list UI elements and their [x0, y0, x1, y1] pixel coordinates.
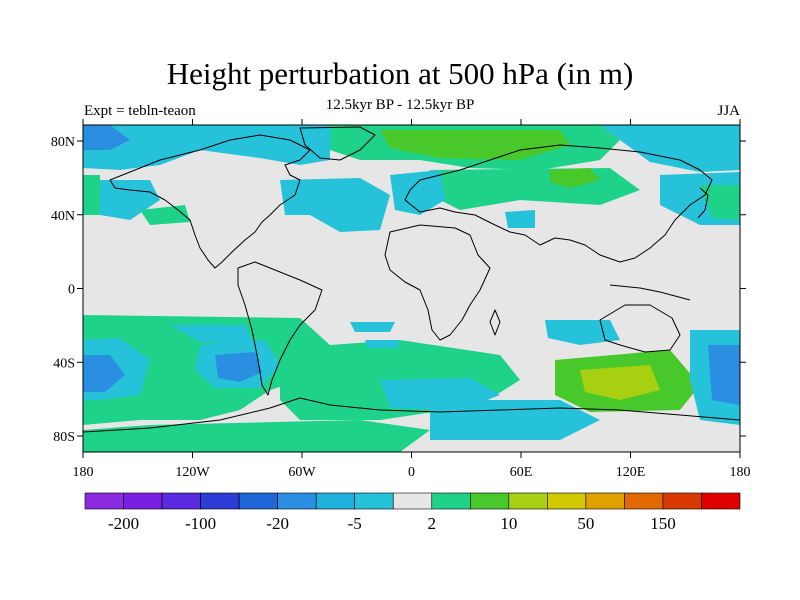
plot-title: Height perturbation at 500 hPa (in m): [166, 56, 634, 91]
contour-region: [350, 322, 395, 332]
colorbar-swatch: [200, 492, 240, 510]
colorbar-swatch: [123, 492, 163, 510]
lat-tick-label: 40S: [53, 356, 75, 371]
contour-region: [380, 130, 570, 160]
lon-tick-label: 180: [730, 465, 751, 480]
lon-tick-label: 120W: [175, 465, 210, 480]
colorbar-swatch: [277, 492, 317, 510]
colorbar-swatch: [585, 492, 625, 510]
colorbar-label: -5: [348, 514, 362, 533]
lon-tick-label: 180: [73, 465, 94, 480]
colorbar-label: 150: [650, 514, 676, 533]
lon-tick-label: 60E: [510, 465, 533, 480]
colorbar-swatch: [431, 492, 471, 510]
season-label: JJA: [717, 103, 740, 119]
colorbar-swatch: [624, 492, 664, 510]
colorbar-label: -100: [185, 514, 216, 533]
contour-region: [700, 185, 740, 220]
colorbar-swatch: [238, 492, 278, 510]
contour-region: [505, 210, 535, 228]
colorbar: -200 -100 -20 -5 2 10 50 150: [84, 492, 741, 533]
contour-region: [600, 125, 740, 172]
lat-tick-label: 80S: [53, 430, 75, 445]
map-panel: [83, 125, 740, 452]
plot-subtitle: 12.5kyr BP - 12.5kyr BP: [325, 97, 475, 113]
colorbar-label: 10: [500, 514, 517, 533]
colorbar-swatch: [662, 492, 702, 510]
contour-region: [430, 400, 600, 440]
coastline-japan: [697, 187, 709, 219]
lat-tick-label: 40N: [51, 209, 75, 224]
colorbar-swatch: [547, 492, 587, 510]
colorbar-swatch: [701, 492, 741, 510]
contour-region: [83, 355, 125, 392]
coastline-africa: [384, 224, 491, 341]
contour-region: [215, 352, 262, 382]
coastline-indonesia: [609, 284, 691, 301]
colorbar-swatch: [469, 492, 510, 510]
colorbar-swatch: [315, 492, 356, 510]
colorbar-swatch: [161, 492, 201, 510]
contour-region: [170, 325, 255, 345]
contour-region: [390, 170, 445, 215]
contour-region: [550, 168, 600, 188]
coastline-south-america: [237, 261, 323, 396]
coastline-europe-asia: [404, 144, 713, 263]
experiment-label: Expt = tebln-teaon: [84, 103, 196, 119]
lon-tick-label: 120E: [616, 465, 646, 480]
colorbar-swatch: [392, 492, 433, 510]
lon-tick-label: 60W: [288, 465, 316, 480]
latitude-ticks: 80N 40N 0 40S 80S: [51, 135, 746, 445]
coastline-madagascar: [489, 309, 501, 336]
lat-tick-label: 80N: [51, 135, 75, 150]
colorbar-swatch: [84, 492, 124, 510]
coastline-north-america: [109, 134, 311, 269]
lat-tick-label: 0: [68, 283, 75, 298]
coastline-australia: [599, 304, 681, 353]
contour-region: [365, 340, 400, 348]
colorbar-swatch: [508, 492, 548, 510]
colorbar-label: -20: [266, 514, 289, 533]
longitude-ticks: 180 120W 60W 0 60E 120E 180: [73, 119, 751, 480]
colorbar-swatch: [354, 492, 394, 510]
contour-region: [280, 178, 390, 232]
lon-tick-label: 0: [408, 465, 415, 480]
coastline-greenland: [299, 126, 376, 161]
colorbar-label: 50: [577, 514, 594, 533]
contour-region: [83, 420, 430, 452]
contour-region: [83, 125, 130, 150]
colorbar-label: 2: [428, 514, 437, 533]
contour-region: [580, 365, 660, 400]
coastline-antarctica: [83, 397, 740, 433]
contour-region: [83, 175, 100, 215]
contour-region: [708, 345, 740, 405]
colorbar-label: -200: [108, 514, 139, 533]
coastlines: [83, 126, 740, 433]
